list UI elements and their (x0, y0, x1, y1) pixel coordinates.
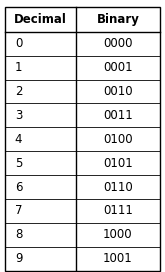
Text: 3: 3 (15, 109, 22, 122)
Text: 1001: 1001 (103, 252, 133, 265)
Text: Binary: Binary (97, 13, 139, 26)
Text: 0101: 0101 (103, 157, 133, 170)
Text: 9: 9 (15, 252, 22, 265)
Text: 2: 2 (15, 85, 22, 98)
Text: 7: 7 (15, 205, 22, 217)
Text: 0001: 0001 (103, 61, 133, 74)
Text: 0100: 0100 (103, 133, 133, 146)
Text: 1: 1 (15, 61, 22, 74)
Text: 4: 4 (15, 133, 22, 146)
Text: 1000: 1000 (103, 228, 133, 241)
Text: 6: 6 (15, 181, 22, 194)
Text: 8: 8 (15, 228, 22, 241)
Text: 0011: 0011 (103, 109, 133, 122)
Text: 5: 5 (15, 157, 22, 170)
Text: Decimal: Decimal (14, 13, 67, 26)
Text: 0000: 0000 (103, 37, 133, 50)
Text: 0110: 0110 (103, 181, 133, 194)
Text: 0: 0 (15, 37, 22, 50)
Text: 0111: 0111 (103, 205, 133, 217)
Text: 0010: 0010 (103, 85, 133, 98)
